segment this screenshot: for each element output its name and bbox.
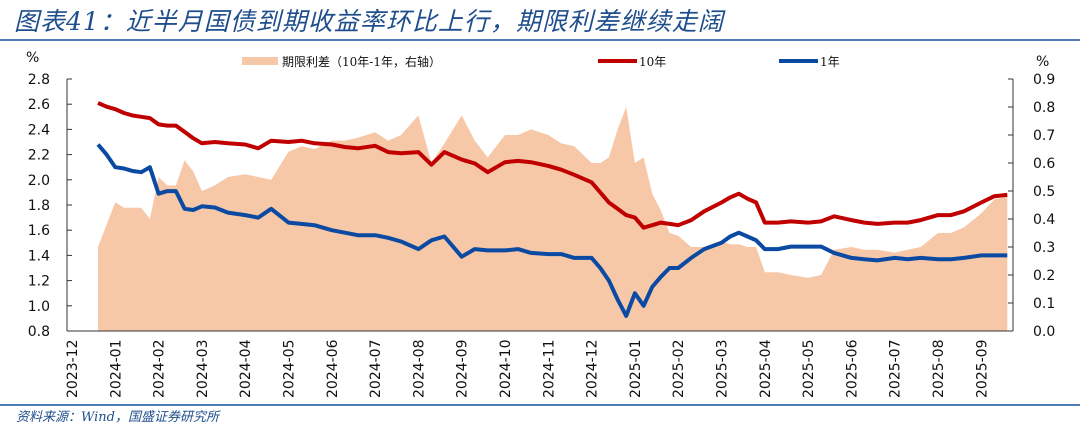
legend-label-1y: 1年 — [820, 55, 840, 69]
x-tick-label: 2024-04 — [238, 339, 254, 398]
right-tick-label: 0.5 — [1033, 184, 1055, 200]
right-tick-label: 0.6 — [1033, 156, 1055, 172]
x-tick-label: 2025-08 — [931, 340, 947, 399]
x-tick-label: 2024-11 — [541, 340, 557, 399]
x-tick-label: 2025-07 — [888, 340, 904, 399]
x-tick-label: 2024-05 — [282, 340, 298, 399]
title-divider — [0, 39, 1080, 41]
x-tick-label: 2024-08 — [411, 340, 427, 399]
right-tick-label: 0.3 — [1033, 240, 1055, 256]
left-tick-label: 2.2 — [28, 148, 50, 164]
x-tick-label: 2025-06 — [844, 339, 860, 398]
x-tick-label: 2024-09 — [455, 340, 471, 399]
x-tick-label: 2025-04 — [758, 339, 774, 398]
x-tick-label: 2024-01 — [108, 340, 124, 399]
right-tick-label: 0.1 — [1033, 296, 1055, 312]
legend-label-spread: 期限利差（10年-1年，右轴） — [282, 54, 441, 69]
left-tick-label: 1.0 — [28, 299, 50, 315]
spread-area — [97, 107, 1008, 331]
left-tick-label: 2.8 — [28, 72, 50, 88]
axes-layer: 2.8 2.6 2.4 2.2 2.0 1.8 1.6 1.4 1.2 1.0 0.8 0.9 0.8 0… — [28, 72, 1056, 398]
series-line-10y — [97, 101, 1008, 230]
source-divider — [0, 404, 1080, 406]
left-tick-label: 1.6 — [28, 223, 50, 239]
spread-area-layer — [97, 107, 1008, 331]
x-tick-label: 2024-06 — [325, 339, 341, 398]
left-tick-label: 0.8 — [28, 324, 50, 340]
right-axis-unit: % — [1036, 54, 1049, 70]
left-tick-label: 2.6 — [28, 97, 50, 113]
right-tick-label: 0.9 — [1033, 72, 1055, 88]
x-tick-label: 2025-09 — [974, 340, 990, 399]
x-tick-label: 2024-07 — [368, 340, 384, 399]
left-tick-label: 1.2 — [28, 274, 50, 290]
left-tick-label: 1.8 — [28, 198, 50, 214]
right-tick-label: 0.4 — [1033, 212, 1055, 228]
left-tick-label: 2.4 — [28, 122, 50, 138]
legend-label-10y: 10年 — [639, 55, 666, 69]
right-tick-label: 0.0 — [1033, 324, 1055, 340]
legend: 期限利差（10年-1年，右轴） 10年 1年 — [242, 54, 840, 69]
x-tick-label: 2025-05 — [801, 340, 817, 399]
x-tick-label: 2024-02 — [152, 340, 168, 399]
x-tick-label: 2023-12 — [65, 340, 81, 399]
left-tick-label: 1.4 — [28, 248, 50, 264]
left-tick-label: 2.0 — [28, 173, 50, 189]
x-tick-label: 2024-12 — [585, 340, 601, 399]
right-tick-label: 0.2 — [1033, 268, 1055, 284]
right-tick-label: 0.8 — [1033, 100, 1055, 116]
x-tick-label: 2024-03 — [195, 340, 211, 399]
series-line-1y — [96, 143, 1008, 318]
x-tick-label: 2025-02 — [671, 340, 687, 399]
legend-swatch-spread — [242, 57, 278, 65]
x-tick-label: 2024-10 — [498, 340, 514, 399]
source-note: 资料来源：Wind，国盛证券研究所 — [16, 410, 219, 425]
line-layer — [96, 101, 1008, 318]
left-axis-unit: % — [26, 50, 39, 66]
x-tick-label: 2025-01 — [628, 340, 644, 399]
right-tick-label: 0.7 — [1033, 128, 1055, 144]
x-tick-label: 2025-03 — [715, 340, 731, 399]
chart-title: 图表41：近半月国债到期收益率环比上行，期限利差继续走阔 — [14, 7, 724, 36]
